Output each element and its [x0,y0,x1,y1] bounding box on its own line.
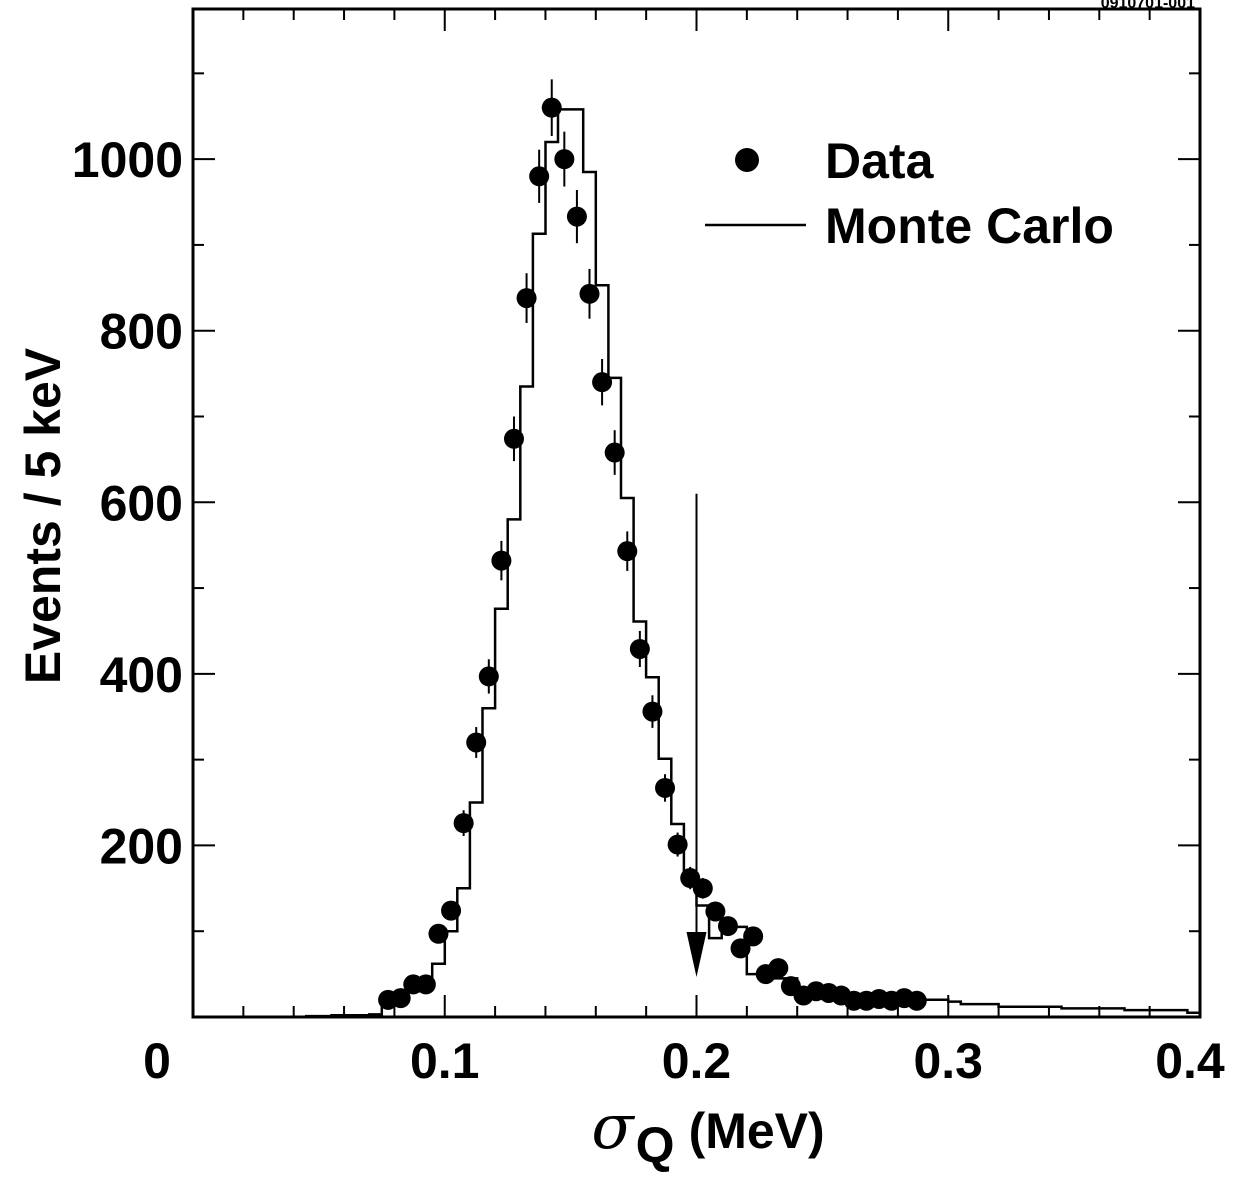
data-marker [516,288,537,309]
data-marker [453,813,474,834]
y-tick-label: 1000 [72,132,183,188]
axis-ticks [193,9,1200,1017]
svg-text:σQ(MeV): σQ (MeV) [591,1090,824,1173]
data-marker [617,541,638,562]
plot-frame [191,7,1202,1019]
data-point [667,832,688,857]
data-point [604,430,625,475]
data-marker [642,701,663,722]
legend-mc-label: Monte Carlo [825,198,1114,254]
data-marker [906,990,927,1011]
data-point [730,938,751,959]
x-tick-label: 0.3 [913,1033,983,1089]
data-point [541,79,562,136]
legend-data-marker [735,148,759,172]
x-tick-label: 0 [143,1033,171,1089]
x-axis-title: σQ (MeV) [591,1090,824,1173]
data-marker [655,777,676,798]
data-point [743,926,764,947]
data-marker [554,149,575,170]
data-marker [529,166,550,187]
data-marker [667,834,688,855]
data-point [617,531,638,571]
legend: Data Monte Carlo [705,133,1114,254]
data-point [428,923,449,944]
data-point [692,878,713,899]
data-point [655,774,676,802]
data-marker [441,900,462,921]
data-marker [579,283,600,304]
data-point [415,974,436,995]
data-point [441,900,462,921]
x-tick-label: 0.4 [1155,1033,1225,1089]
cut-arrow-icon [686,932,707,977]
data-point [906,990,927,1011]
data-marker [390,988,411,1009]
data-marker [503,428,524,449]
data-point [466,727,487,758]
legend-data-label: Data [825,133,935,189]
x-axis-symbol: σ [591,1090,635,1163]
data-marker [566,206,587,227]
data-marker [730,938,751,959]
x-tick-labels: 0 0.1 0.2 0.3 0.4 [143,1033,1225,1089]
y-axis-title: Events / 5 keV [15,347,71,684]
data-point [516,273,537,323]
data-marker [466,732,487,753]
data-marker [629,638,650,659]
data-point [453,810,474,836]
data-marker [428,923,449,944]
data-marker [692,878,713,899]
data-point [717,916,738,937]
x-axis-unit: (MeV) [689,1103,825,1159]
data-point [390,988,411,1009]
data-point [566,190,587,244]
y-tick-label: 800 [100,304,183,360]
data-point [478,659,499,694]
data-point [503,416,524,462]
data-marker [768,958,789,979]
y-tick-label: 400 [100,647,183,703]
data-point [579,268,600,319]
data-marker [491,550,512,571]
y-tick-label: 200 [100,818,183,874]
data-marker [541,97,562,118]
data-marker [592,372,613,393]
data-marker [705,901,726,922]
data-point [529,149,550,203]
data-point [554,131,575,187]
x-tick-label: 0.2 [662,1033,732,1089]
data-points [378,79,927,1011]
data-marker [478,666,499,687]
x-tick-label: 0.1 [410,1033,480,1089]
data-marker [604,442,625,463]
data-marker [717,916,738,937]
cut-marker [686,493,707,977]
data-marker [743,926,764,947]
data-point [705,901,726,922]
data-marker [415,974,436,995]
data-point [642,695,663,728]
y-tick-label: 600 [100,475,183,531]
data-point [768,958,789,979]
data-point [592,359,613,406]
y-tick-labels: 200 400 600 800 1000 [72,132,183,874]
data-point [629,630,650,667]
x-axis-subscript: Q [636,1117,675,1173]
data-point [491,540,512,581]
